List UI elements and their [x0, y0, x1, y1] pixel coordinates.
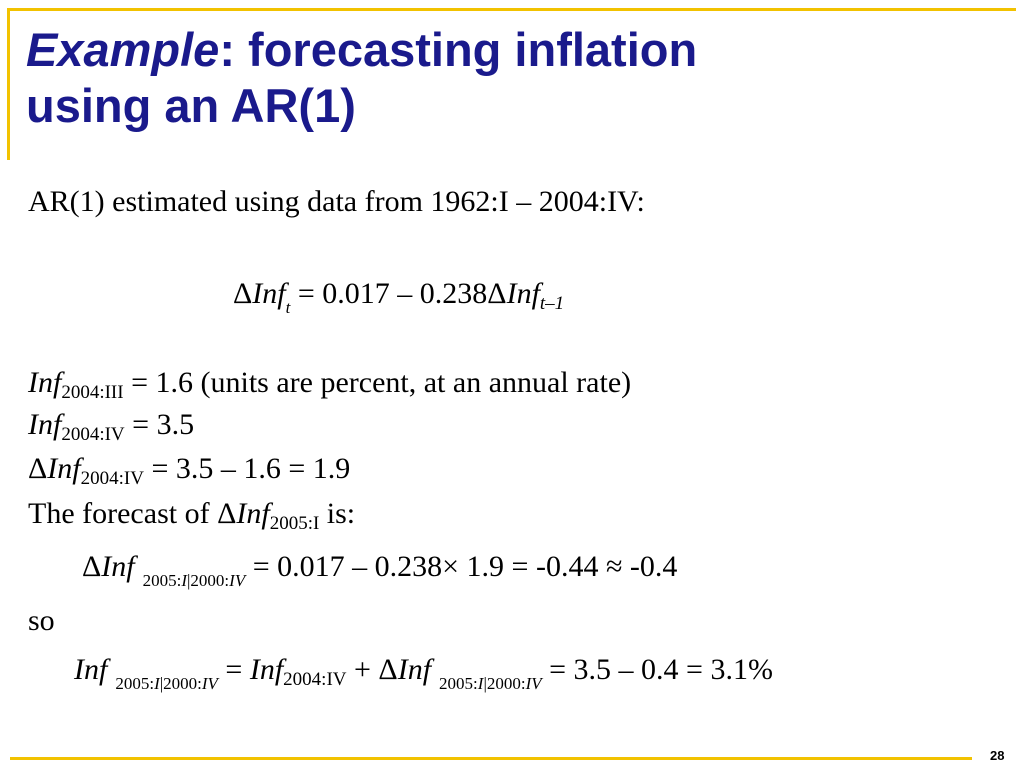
- line4-text-after: is:: [319, 497, 356, 530]
- title-line2: using an AR(1): [26, 79, 356, 132]
- final-var3: Inf: [397, 653, 432, 686]
- fc-text: = 0.017 – 0.238× 1.9 = -0.44 ≈ -0.4: [245, 550, 678, 583]
- title-italic: Example: [26, 23, 220, 76]
- line4-sub: 2005:I: [269, 513, 320, 534]
- slide-title: Example: forecasting inflation using an A…: [26, 22, 697, 134]
- inf-2004-iii-line: Inf2004:III = 1.6 (units are percent, at…: [28, 365, 631, 411]
- title-line1-rest: : forecasting inflation: [219, 23, 698, 76]
- line3-delta: Δ: [28, 452, 48, 485]
- final-result: = 3.5 – 0.4 = 3.1%: [541, 653, 773, 686]
- eq-lhs-sub: t: [285, 298, 291, 317]
- line2-var: Inf: [28, 408, 62, 441]
- so-line: so: [28, 604, 55, 637]
- line4-var: Inf: [236, 497, 270, 530]
- final-sub3-b: I: [477, 674, 484, 693]
- final-sub3-d: IV: [525, 674, 542, 693]
- fc-sub-d: IV: [229, 571, 246, 590]
- final-sub: 2005:I|2000:IV: [115, 674, 218, 693]
- final-sub-d: IV: [201, 674, 218, 693]
- fc-sub-b: I: [181, 571, 188, 590]
- forecast-intro-line: The forecast of ΔInf2005:I is:: [28, 496, 355, 542]
- ar1-equation: ΔInft = 0.017 – 0.238ΔInft–1: [233, 276, 564, 326]
- line4-text-before: The forecast of Δ: [28, 497, 237, 530]
- line3-sub: 2004:IV: [80, 468, 144, 489]
- final-plus: + Δ: [346, 653, 398, 686]
- top-accent-line: [10, 8, 1016, 11]
- fc-sub-a: 2005:: [142, 571, 182, 590]
- line1-text: = 1.6 (units are percent, at an annual r…: [123, 366, 632, 399]
- final-sub3-c: |2000:: [483, 674, 526, 693]
- bottom-accent-line: [10, 757, 972, 760]
- forecast-equation: ΔInf 2005:I|2000:IV = 0.017 – 0.238× 1.9 …: [82, 549, 677, 599]
- delta-inf-2004-iv-line: ΔInf2004:IV = 3.5 – 1.6 = 1.9: [28, 451, 350, 497]
- final-sub2: 2004:IV: [283, 669, 347, 690]
- inf-2004-iv-line: Inf2004:IV = 3.5: [28, 407, 194, 453]
- line2-sub: 2004:IV: [61, 424, 125, 445]
- line1-var: Inf: [28, 366, 62, 399]
- line3-var: Inf: [47, 452, 81, 485]
- line2-text: = 3.5: [124, 408, 195, 441]
- final-sub-a: 2005:: [115, 674, 155, 693]
- left-accent-line: [7, 8, 10, 160]
- eq-delta: Δ: [233, 277, 253, 310]
- eq-rhs-var: Inf: [506, 277, 540, 310]
- final-sub-b: I: [154, 674, 160, 693]
- final-eq1: =: [217, 653, 250, 686]
- eq-lhs-var: Inf: [252, 277, 286, 310]
- final-equation: Inf 2005:I|2000:IV = Inf2004:IV + ΔInf 200…: [74, 652, 773, 702]
- fc-delta: Δ: [82, 550, 102, 583]
- eq-rhs-text: = 0.017 – 0.238Δ: [290, 277, 507, 310]
- line1-sub: 2004:III: [61, 382, 124, 403]
- intro-line: AR(1) estimated using data from 1962:I –…: [28, 185, 645, 218]
- final-sub-c: |2000:: [159, 674, 202, 693]
- final-var2: Inf: [249, 653, 284, 686]
- final-sub3-a: 2005:: [439, 674, 478, 693]
- final-var: Inf: [74, 653, 108, 686]
- fc-sub: 2005:I|2000:IV: [143, 571, 246, 590]
- fc-sub-c: |2000:: [187, 571, 230, 590]
- fc-var: Inf: [101, 550, 135, 583]
- line3-text: = 3.5 – 1.6 = 1.9: [143, 452, 351, 485]
- final-sub3: 2005:I|2000:IV: [439, 674, 542, 693]
- page-number: 28: [990, 748, 1005, 763]
- eq-rhs-sub: t–1: [539, 293, 565, 314]
